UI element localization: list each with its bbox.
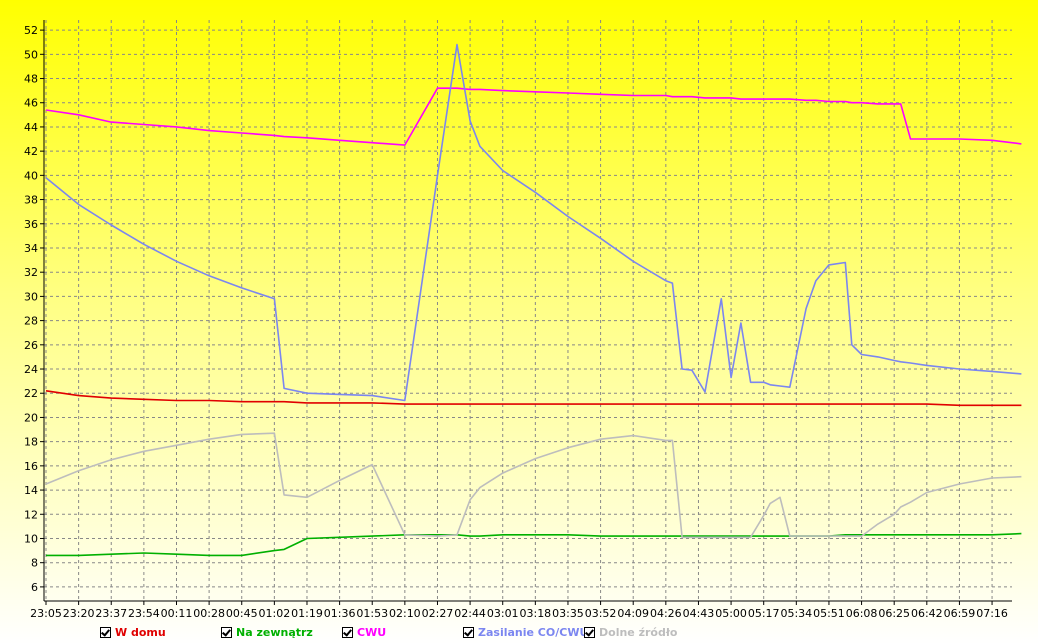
- x-tick-label: 01:53: [356, 607, 388, 620]
- x-tick-label: 05:17: [748, 607, 780, 620]
- y-tick-label: 10: [24, 532, 38, 545]
- x-tick-label: 01:19: [291, 607, 323, 620]
- y-tick-label: 24: [24, 363, 38, 376]
- y-tick-label: 36: [24, 218, 38, 231]
- y-tick-label: 18: [24, 436, 38, 449]
- x-tick-label: 23:20: [63, 607, 95, 620]
- legend-label: Dolne źródło: [599, 626, 678, 639]
- x-tick-label: 04:09: [617, 607, 649, 620]
- series-line-w-domu: [45, 390, 1022, 407]
- y-tick-label: 48: [24, 73, 38, 86]
- y-tick-label: 16: [24, 460, 38, 473]
- checkbox-icon[interactable]: [221, 627, 232, 638]
- legend-label: CWU: [357, 626, 387, 639]
- y-tick-label: 20: [24, 411, 38, 424]
- y-tick-label: 34: [24, 242, 38, 255]
- chart-grid: [40, 20, 1012, 605]
- y-tick-label: 6: [31, 581, 38, 594]
- legend-label: W domu: [115, 626, 166, 639]
- x-tick-label: 06:25: [878, 607, 910, 620]
- y-tick-label: 42: [24, 145, 38, 158]
- series-line-zasilanie-co-cwu: [45, 43, 1022, 402]
- checkbox-icon[interactable]: [463, 627, 474, 638]
- series-layer: [45, 43, 1022, 557]
- legend-item-zasilanie[interactable]: Zasilanie CO/CWU: [463, 626, 588, 639]
- y-tick-label: 14: [24, 484, 38, 497]
- x-tick-label: 02:10: [389, 607, 421, 620]
- line-chart: 6 8 10 12 14 16 18 20 22 24 26 28 30 32 34 36 38 40 42 44 46…: [24, 20, 1022, 620]
- legend: W domu Na zewnątrz CWU Zasilanie CO/CWU …: [0, 622, 1038, 644]
- x-tick-label: 00:11: [161, 607, 193, 620]
- x-tick-label: 05:34: [780, 607, 812, 620]
- y-tick-label: 28: [24, 315, 38, 328]
- y-tick-label: 46: [24, 97, 38, 110]
- legend-item-na-zewnatrz[interactable]: Na zewnątrz: [221, 626, 313, 639]
- x-tick-label: 06:59: [944, 607, 976, 620]
- y-tick-label: 44: [24, 121, 38, 134]
- legend-item-cwu[interactable]: CWU: [342, 626, 386, 639]
- y-tick-label: 30: [24, 290, 38, 303]
- y-tick-label: 22: [24, 387, 38, 400]
- y-tick-label: 8: [31, 557, 38, 570]
- x-tick-label: 05:00: [715, 607, 747, 620]
- x-tick-label: 00:28: [193, 607, 225, 620]
- y-tick-label: 52: [24, 24, 38, 37]
- x-tick-label: 23:37: [95, 607, 127, 620]
- y-tick-label: 40: [24, 169, 38, 182]
- x-tick-label: 01:02: [259, 607, 291, 620]
- y-tick-label: 26: [24, 339, 38, 352]
- x-tick-label: 02:44: [454, 607, 486, 620]
- legend-item-dolne-zrodlo[interactable]: Dolne źródło: [584, 626, 677, 639]
- x-tick-label: 23:05: [30, 607, 62, 620]
- x-tick-label: 07:16: [976, 607, 1008, 620]
- checkbox-icon[interactable]: [100, 627, 111, 638]
- x-tick-label: 05:51: [813, 607, 845, 620]
- x-tick-label: 02:27: [422, 607, 454, 620]
- x-tick-label: 00:45: [226, 607, 258, 620]
- y-tick-label: 32: [24, 266, 38, 279]
- x-tick-label: 03:01: [487, 607, 519, 620]
- x-tick-label: 23:54: [128, 607, 160, 620]
- legend-label: Na zewnątrz: [236, 626, 313, 639]
- legend-label: Zasilanie CO/CWU: [478, 626, 589, 639]
- x-tick-label: 06:08: [846, 607, 878, 620]
- y-tick-label: 12: [24, 508, 38, 521]
- x-tick-label: 01:36: [324, 607, 356, 620]
- checkbox-icon[interactable]: [584, 627, 595, 638]
- legend-item-w-domu[interactable]: W domu: [100, 626, 166, 639]
- series-line-na-zewnatrz: [46, 532, 1022, 557]
- x-tick-label: 06:42: [911, 607, 943, 620]
- y-tick-label: 38: [24, 194, 38, 207]
- x-tick-label: 03:18: [519, 607, 551, 620]
- checkbox-icon[interactable]: [342, 627, 353, 638]
- chart-axes: [43, 20, 1012, 602]
- y-tick-label: 50: [24, 48, 38, 61]
- x-tick-labels: 23:05 23:20 23:37 23:54 00:11 00:28 00:45 01:02…: [30, 607, 1008, 620]
- series-line-cwu: [45, 87, 1022, 146]
- y-tick-labels: 6 8 10 12 14 16 18 20 22 24 26 28 30 32 34 36 38 40 42 44 46…: [24, 24, 38, 594]
- x-tick-label: 03:52: [585, 607, 617, 620]
- x-tick-label: 04:26: [650, 607, 682, 620]
- x-tick-label: 03:35: [552, 607, 584, 620]
- series-line-dolne-zrodlo: [45, 432, 1022, 539]
- x-tick-label: 04:43: [683, 607, 715, 620]
